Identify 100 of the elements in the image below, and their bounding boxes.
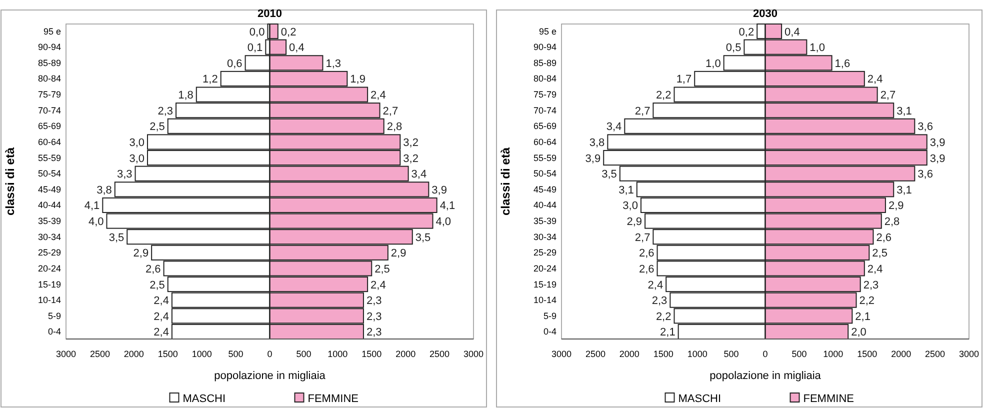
annotation: 2,7 [634,232,650,244]
annotation: 3,9 [930,152,946,165]
annotation: 3,8 [589,136,605,149]
annotation: 2,4 [370,279,386,292]
y-tick-label: 40-44 [533,200,556,210]
x-tick-label: 500 [792,349,807,359]
annotation: 3,6 [918,168,933,181]
y-tick-label: 0-4 [48,326,61,337]
annotation: 2,2 [656,90,672,102]
annotation: 0,5 [726,42,742,54]
annotation: 2,1 [660,326,676,339]
annotation: 2,5 [150,121,165,134]
y-tick-label: 45-49 [533,184,556,194]
y-tick-label: 30-34 [533,232,556,242]
y-axis-title: classi di età [498,147,512,216]
y-tick-label: 35-39 [533,216,556,226]
annotation: 2,9 [390,248,406,260]
annotation: 3,0 [129,136,144,149]
x-tick-label: 1000 [823,349,844,359]
y-tick-label: 10-14 [533,295,556,306]
x-tick-label: 2000 [396,349,416,359]
y-tick-label: 80-84 [533,74,556,84]
annotation: 2,8 [386,121,402,134]
annotation: 2,3 [366,295,382,308]
x-tick-label: 0 [762,349,768,359]
annotation: 3,5 [602,168,617,181]
x-tick-label: 500 [228,349,244,359]
annotation: 2,7 [634,105,650,118]
annotation: 2,3 [863,279,879,292]
annotation: 3,6 [918,121,933,134]
y-tick-label: 20-24 [533,263,556,274]
annotation: 3,9 [432,184,447,196]
annotation: 0,6 [227,58,242,70]
annotation: 3,9 [585,152,601,165]
y-tick-label: 25-29 [38,248,61,258]
annotation: 3,5 [108,232,124,244]
annotation: 0,1 [247,42,263,54]
y-tick-label: 45-49 [38,184,61,194]
x-tick-label: 2500 [585,349,606,359]
y-tick-label: 0-4 [543,326,556,337]
annotation: 2,2 [656,310,672,323]
y-tick-label: 65-69 [533,121,556,132]
y-tick-label: 75-79 [533,90,556,100]
x-tick-label: 1500 [857,349,878,359]
annotation: 0,2 [280,26,296,38]
annotation: 2,3 [366,326,382,339]
annotation: 4,0 [436,216,452,228]
y-tick-label: 55-59 [533,152,556,163]
legend-label: MASCHI [182,393,226,405]
y-tick-label: 90-94 [38,42,61,52]
y-tick-label: 85-89 [38,58,61,68]
y-tick-label: 40-44 [38,200,61,210]
annotation: 3,0 [129,152,144,165]
annotation: 3,2 [403,152,418,165]
y-tick-label: 15-19 [38,279,61,290]
y-tick-label: 25-29 [533,248,556,258]
y-tick-label: 95 e [538,26,556,36]
annotation: 2,6 [638,263,654,276]
annotation: 2,3 [158,105,174,118]
annotation: 2,4 [370,90,386,102]
y-tick-label: 60-64 [533,136,556,147]
y-tick-label: 90-94 [533,42,556,52]
y-tick-label: 75-79 [38,90,61,100]
annotation: 0,4 [784,26,800,38]
y-tick-label: 5-9 [543,310,556,321]
annotation: 4,0 [88,216,104,228]
x-tick-label: 500 [296,349,312,359]
annotation: 2,6 [638,248,654,260]
x-axis-title: popolazione in migliaia [710,370,822,382]
x-tick-label: 1500 [362,349,382,359]
x-tick-label: 2500 [925,349,946,359]
annotation: 2,8 [884,216,900,228]
y-tick-label: 95 e [43,26,61,36]
x-tick-label: 2000 [124,349,144,359]
annotation: 1,2 [202,74,218,86]
x-tick-label: 0 [267,349,272,359]
annotation: 3,9 [930,136,946,149]
annotation: 3,1 [618,184,634,196]
annotation: 4,1 [84,200,100,212]
y-tick-label: 70-74 [38,105,61,116]
annotation: 3,1 [896,184,912,196]
annotation: 2,3 [366,310,382,323]
annotation: 1,8 [178,90,194,102]
annotation: 2,4 [154,310,169,323]
x-axis-title: popolazione in migliaia [214,370,326,382]
x-tick-label: 2000 [619,349,640,359]
x-tick-label: 1500 [158,349,178,359]
y-tick-label: 65-69 [38,121,61,132]
annotation: 2,2 [859,295,875,308]
chart-title: 2010 [258,8,282,20]
annotation: 0,4 [289,42,304,54]
annotation: 2,6 [876,232,892,244]
y-tick-label: 60-64 [38,136,61,147]
x-tick-label: 1000 [192,349,212,359]
annotation: 2,3 [652,295,668,308]
annotation: 1,0 [810,42,825,54]
annotation: 2,4 [154,326,169,339]
chart-title: 2030 [753,8,778,20]
annotation: 3,2 [403,136,418,149]
y-tick-label: 55-59 [38,152,61,163]
